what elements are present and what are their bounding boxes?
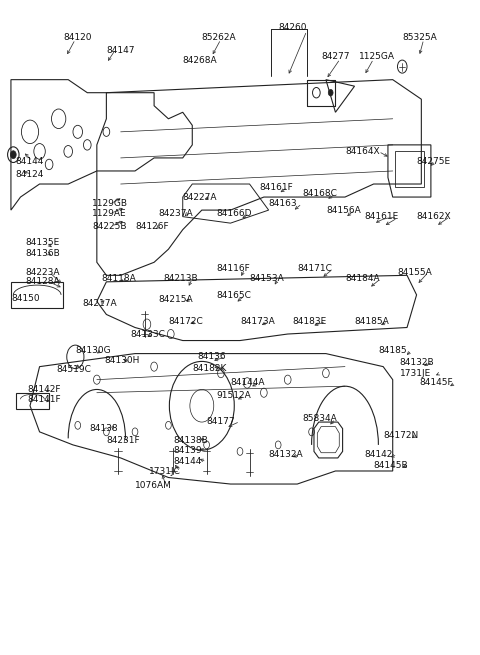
- Text: 84162X: 84162X: [417, 212, 451, 221]
- Text: 1129AE: 1129AE: [92, 209, 127, 218]
- Text: 84118A: 84118A: [102, 274, 136, 283]
- Text: 84227A: 84227A: [183, 193, 217, 202]
- Text: 1731JE: 1731JE: [400, 369, 431, 378]
- Text: 84213B: 84213B: [164, 274, 198, 283]
- Text: 84126F: 84126F: [135, 222, 168, 231]
- Text: 84225B: 84225B: [92, 222, 127, 231]
- Text: 84163: 84163: [269, 199, 297, 208]
- Text: 84130H: 84130H: [104, 356, 139, 365]
- Text: 84116F: 84116F: [216, 265, 250, 273]
- Text: 84260: 84260: [278, 23, 307, 32]
- Text: 84277: 84277: [321, 52, 349, 62]
- Circle shape: [328, 90, 333, 96]
- Text: 84172C: 84172C: [168, 317, 203, 326]
- Text: 84136B: 84136B: [25, 249, 60, 257]
- Text: 84138: 84138: [90, 424, 118, 433]
- Text: 84172N: 84172N: [383, 430, 419, 440]
- Text: 84147: 84147: [107, 46, 135, 55]
- Text: 84142F: 84142F: [28, 385, 61, 394]
- Text: 84217A: 84217A: [83, 299, 117, 308]
- Text: 84161E: 84161E: [364, 212, 398, 221]
- Text: 84161F: 84161F: [259, 183, 293, 192]
- Text: 84144: 84144: [173, 457, 202, 466]
- Text: 84237A: 84237A: [159, 209, 193, 218]
- Text: 1731JC: 1731JC: [149, 467, 181, 476]
- Text: 84173A: 84173A: [240, 317, 275, 326]
- Text: 84130G: 84130G: [75, 346, 111, 355]
- Text: 84144A: 84144A: [230, 379, 265, 388]
- Text: 84150: 84150: [11, 293, 39, 303]
- Text: 84138B: 84138B: [173, 436, 208, 445]
- Text: 85834A: 85834A: [302, 415, 337, 423]
- Text: 85262A: 85262A: [202, 33, 237, 42]
- Text: 84136: 84136: [197, 352, 226, 362]
- Text: 84120: 84120: [63, 33, 92, 42]
- Text: 84171C: 84171C: [297, 265, 332, 273]
- Text: 84133C: 84133C: [130, 329, 165, 339]
- Text: 84184A: 84184A: [345, 274, 380, 283]
- Text: 84164X: 84164X: [345, 147, 380, 156]
- Text: 85325A: 85325A: [402, 33, 437, 42]
- Text: 84166D: 84166D: [216, 209, 252, 218]
- Text: 84144: 84144: [16, 157, 44, 166]
- Text: 84177: 84177: [206, 417, 235, 426]
- Text: 1125GA: 1125GA: [360, 52, 396, 62]
- Text: 84153A: 84153A: [250, 274, 284, 283]
- Text: 84132A: 84132A: [269, 450, 303, 459]
- Text: 84223A: 84223A: [25, 267, 60, 276]
- Text: 84124: 84124: [16, 170, 44, 179]
- Text: 1129GB: 1129GB: [92, 199, 128, 208]
- Text: 84519C: 84519C: [56, 365, 91, 375]
- Text: 84215A: 84215A: [159, 295, 193, 304]
- Text: 91512A: 91512A: [216, 392, 251, 400]
- Text: 84165C: 84165C: [216, 291, 251, 300]
- Text: 84145F: 84145F: [419, 379, 453, 388]
- Text: 84275E: 84275E: [417, 157, 451, 166]
- Text: 84168C: 84168C: [302, 189, 337, 198]
- Circle shape: [11, 151, 16, 159]
- Text: 1076AM: 1076AM: [135, 481, 172, 490]
- Text: 84182K: 84182K: [192, 364, 227, 373]
- Text: 84132B: 84132B: [400, 358, 434, 367]
- Text: 84268A: 84268A: [183, 56, 217, 65]
- Text: 84183E: 84183E: [292, 317, 327, 326]
- Text: 84231F: 84231F: [107, 436, 140, 445]
- Text: 84139: 84139: [173, 446, 202, 455]
- Text: 84128A: 84128A: [25, 277, 60, 286]
- Text: 84135E: 84135E: [25, 238, 60, 247]
- Text: 84185: 84185: [378, 346, 407, 355]
- Text: 84145B: 84145B: [373, 460, 408, 470]
- Text: 84155A: 84155A: [397, 267, 432, 276]
- Text: 84156A: 84156A: [326, 206, 360, 215]
- Text: 84185A: 84185A: [355, 317, 389, 326]
- Text: 84141F: 84141F: [28, 395, 61, 403]
- Text: 84142: 84142: [364, 450, 393, 459]
